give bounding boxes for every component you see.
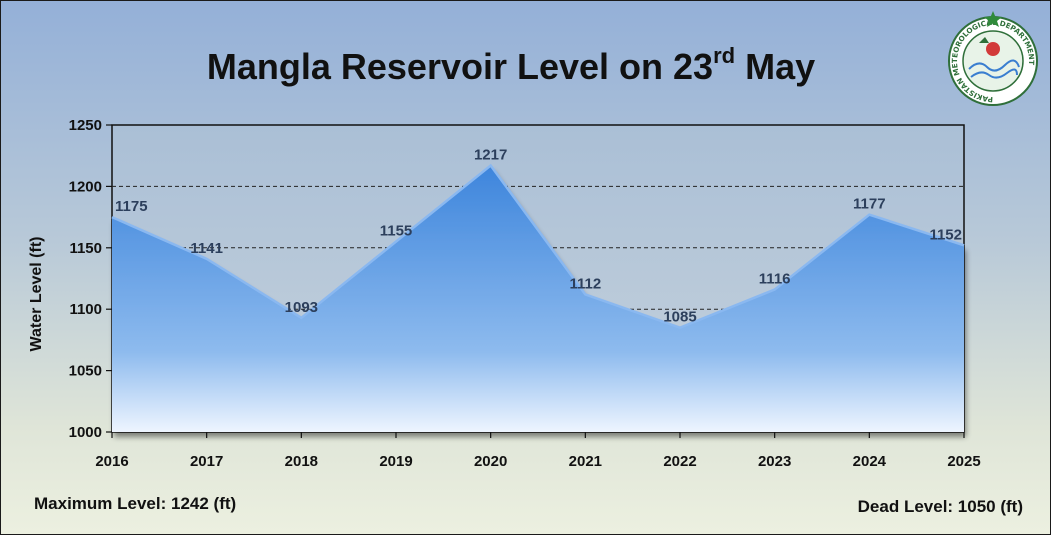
y-axis-label: Water Level (ft): [28, 237, 45, 352]
y-tick-label-1200: 1200: [69, 178, 102, 195]
data-label-2018: 1093: [285, 299, 318, 316]
y-tick-label-1000: 1000: [69, 424, 102, 441]
maximum-level-note: Maximum Level: 1242 (ft): [34, 494, 237, 513]
y-tick-label-1150: 1150: [69, 240, 102, 257]
pakistan-meteorological-department-logo: PAKISTAN METEOROLOGICAL DEPARTMENT: [948, 11, 1038, 106]
data-label-2025: 1152: [929, 226, 962, 243]
y-tick-label-1050: 1050: [69, 363, 102, 380]
data-labels: 1175 1141 1093 1155 1217 1112 1085 1116 1177 1152: [115, 147, 962, 326]
x-tick-label-2018: 2018: [285, 453, 318, 470]
y-axis: 1000 1050 1100 1150 1200 1250: [69, 117, 112, 441]
x-tick-label-2025: 2025: [947, 453, 980, 470]
x-tick-label-2020: 2020: [474, 453, 507, 470]
data-label-2021: 1112: [569, 275, 601, 292]
x-tick-label-2024: 2024: [853, 453, 887, 470]
x-tick-label-2016: 2016: [95, 453, 128, 470]
x-tick-label-2019: 2019: [379, 453, 412, 470]
x-tick-label-2023: 2023: [758, 453, 791, 470]
x-axis: 2016 2017 2018 2019 2020 2021 2022 2023 2024 2025: [95, 432, 981, 470]
y-tick-label-1100: 1100: [69, 301, 102, 318]
x-tick-label-2022: 2022: [663, 453, 696, 470]
water-level-area: [112, 165, 964, 433]
data-label-2022: 1085: [663, 309, 696, 326]
y-tick-label-1250: 1250: [69, 117, 102, 134]
data-label-2017: 1141: [190, 240, 223, 257]
x-tick-label-2021: 2021: [569, 453, 602, 470]
dead-level-note: Dead Level: 1050 (ft): [857, 497, 1023, 516]
data-label-2019: 1155: [380, 223, 413, 240]
title-main: Mangla Reservoir Level on 23: [206, 46, 714, 87]
title-superscript: rd: [713, 43, 736, 68]
data-label-2020: 1217: [474, 147, 507, 164]
data-label-2024: 1177: [853, 196, 886, 213]
data-label-2023: 1116: [759, 271, 791, 288]
title-tail: May: [735, 46, 816, 87]
data-label-2016: 1175: [115, 198, 148, 215]
water-level-line: [111, 163, 965, 329]
x-tick-label-2017: 2017: [190, 453, 223, 470]
chart-title: Mangla Reservoir Level on 23rd May: [1, 43, 1021, 88]
